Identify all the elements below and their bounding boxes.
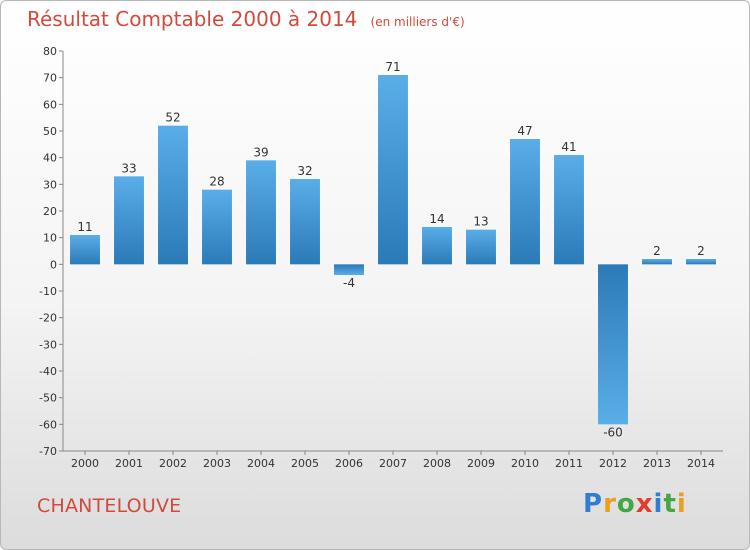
logo-letter: i — [653, 489, 664, 519]
logo-letter: o — [616, 489, 636, 519]
y-tick-label: 0 — [50, 258, 57, 271]
x-tick-label: 2013 — [643, 457, 671, 470]
y-tick-label: -50 — [39, 392, 57, 405]
bar — [686, 259, 716, 265]
x-tick-label: 2005 — [291, 457, 319, 470]
y-tick-label: 60 — [43, 98, 57, 111]
bar — [246, 160, 276, 265]
y-tick-label: -20 — [39, 312, 57, 325]
bar — [422, 227, 452, 265]
data-label: 39 — [253, 145, 268, 159]
y-tick-label: -60 — [39, 418, 57, 431]
y-tick-label: -10 — [39, 285, 57, 298]
x-tick-label: 2006 — [335, 457, 363, 470]
y-tick-label: -30 — [39, 338, 57, 351]
logo-letter: x — [635, 489, 654, 519]
data-label: 13 — [473, 215, 488, 229]
labels-group: 11 33 52 28 39 32 -4 71 14 13 47 41 -60 2 2 — [77, 60, 704, 439]
data-label: 47 — [517, 124, 532, 138]
chart-subtitle: (en milliers d'€) — [370, 15, 465, 29]
data-label: 2 — [697, 244, 705, 258]
bar — [334, 264, 364, 275]
data-label: -60 — [603, 425, 623, 439]
title-block: Résultat Comptable 2000 à 2014 (en milli… — [27, 7, 465, 31]
data-label: 11 — [77, 220, 92, 234]
x-tick-label: 2014 — [687, 457, 715, 470]
x-tick-label: 2001 — [115, 457, 143, 470]
x-tick-label: 2000 — [71, 457, 99, 470]
data-label: 2 — [653, 244, 661, 258]
y-tick-label: 50 — [43, 125, 57, 138]
proxiti-logo: Proxiti — [583, 489, 687, 519]
bar — [158, 125, 188, 265]
bar — [290, 179, 320, 265]
data-label: 41 — [561, 140, 576, 154]
bar — [554, 155, 584, 265]
bar — [642, 259, 672, 265]
x-tick-label: 2010 — [511, 457, 539, 470]
x-tick-label: 2002 — [159, 457, 187, 470]
x-tick-label: 2004 — [247, 457, 275, 470]
x-tick-label: 2007 — [379, 457, 407, 470]
logo-letter: t — [663, 489, 677, 519]
y-tick-label: 40 — [43, 152, 57, 165]
data-label: 32 — [297, 164, 312, 178]
x-tick-label: 2009 — [467, 457, 495, 470]
logo-letter: P — [583, 489, 604, 519]
axes: 80706050403020100-10-20-30-40-50-60-7020… — [39, 45, 723, 470]
bar — [202, 189, 232, 265]
y-tick-label: 70 — [43, 72, 57, 85]
bars-group — [70, 75, 716, 425]
bar — [466, 229, 496, 265]
bar — [598, 264, 628, 425]
bar — [378, 75, 408, 265]
bar — [114, 176, 144, 265]
y-tick-label: -70 — [39, 445, 57, 458]
x-tick-label: 2008 — [423, 457, 451, 470]
y-tick-label: 20 — [43, 205, 57, 218]
data-label: 28 — [209, 175, 224, 189]
commune-name: CHANTELOUVE — [37, 495, 182, 517]
x-tick-label: 2011 — [555, 457, 583, 470]
data-label: 14 — [429, 212, 444, 226]
y-tick-label: 80 — [43, 45, 57, 58]
logo-letter: r — [603, 489, 617, 519]
data-label: 33 — [121, 161, 136, 175]
logo-letter: i — [676, 489, 687, 519]
x-tick-label: 2003 — [203, 457, 231, 470]
x-tick-label: 2012 — [599, 457, 627, 470]
y-tick-label: -40 — [39, 365, 57, 378]
data-label: 52 — [165, 111, 180, 125]
data-label: 71 — [385, 60, 400, 74]
y-tick-label: 30 — [43, 178, 57, 191]
bar — [510, 139, 540, 265]
chart-title: Résultat Comptable 2000 à 2014 — [27, 7, 358, 31]
data-label: -4 — [343, 276, 355, 290]
bar — [70, 235, 100, 265]
y-tick-label: 10 — [43, 232, 57, 245]
